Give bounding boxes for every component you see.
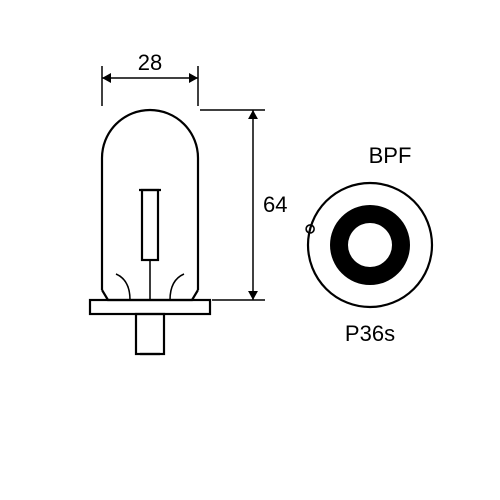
filament-post <box>142 190 158 260</box>
dim-width-label: 28 <box>138 50 162 75</box>
connector-label-bottom: P36s <box>345 321 395 346</box>
arrow-right <box>189 73 198 83</box>
base-flange <box>90 300 210 314</box>
connector-label-top: BPF <box>369 143 412 168</box>
support-left <box>116 274 130 300</box>
diagram-canvas: 28 64 BPF P36s <box>0 0 500 500</box>
arrow-left <box>102 73 111 83</box>
arrow-top <box>248 110 258 119</box>
arrow-bottom <box>248 291 258 300</box>
support-right <box>170 274 184 300</box>
dim-height-label: 64 <box>263 192 287 217</box>
base-pin <box>136 314 164 354</box>
connector-hole <box>348 223 392 267</box>
